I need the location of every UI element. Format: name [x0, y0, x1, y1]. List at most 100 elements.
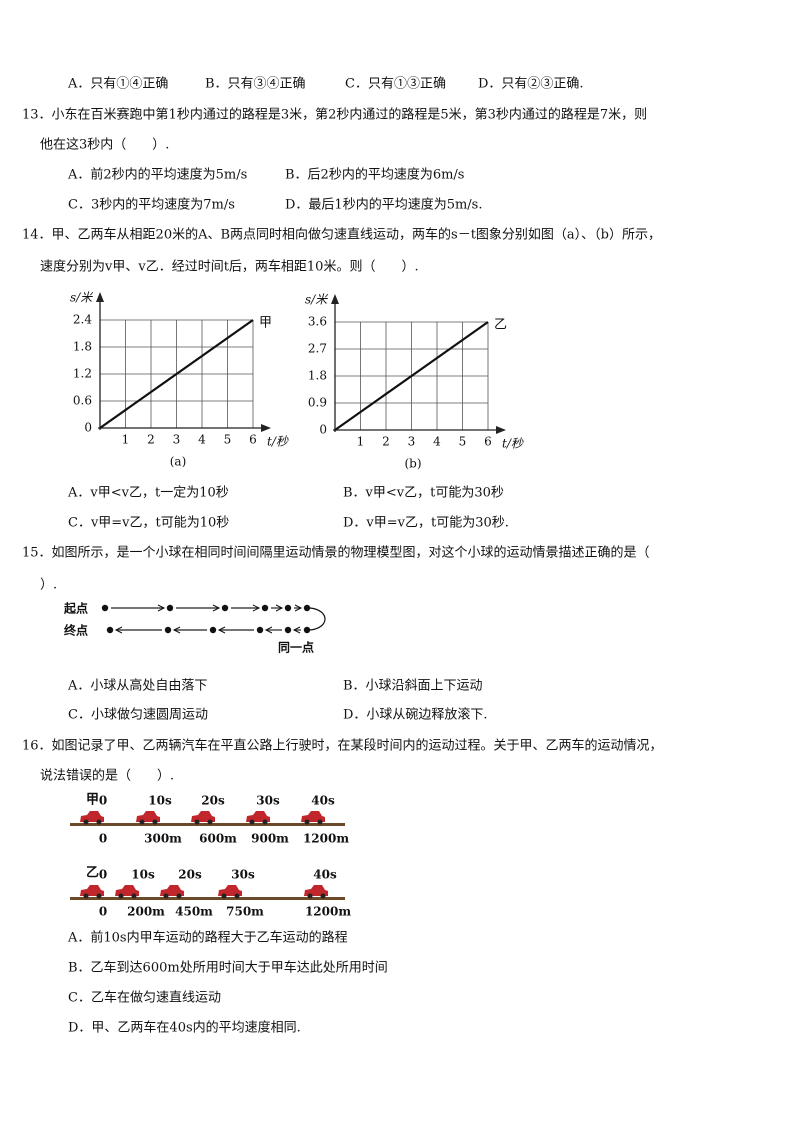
- x-tick-label: 5: [459, 435, 467, 449]
- arrow: [275, 604, 284, 612]
- wheel: [152, 819, 158, 825]
- x-tick-label: 6: [484, 435, 492, 449]
- wheel: [96, 819, 102, 825]
- distance-label: 900m: [251, 832, 289, 846]
- distance-label: 1200m: [303, 832, 349, 846]
- line: [334, 321, 489, 431]
- wheel: [131, 893, 137, 899]
- y-tick-label: 1.8: [308, 369, 327, 383]
- series-label: 乙: [494, 318, 507, 333]
- question-stem: 15．如图所示，是一个小球在相同时间间隔里运动情景的物理模型图，对这个小球的运动…: [22, 545, 650, 561]
- ball: [164, 626, 172, 634]
- option: A．只有①④正确: [67, 77, 168, 92]
- wheel: [194, 819, 200, 825]
- figure-caption: (a): [170, 455, 187, 469]
- y-tick-label: 1.8: [73, 340, 92, 354]
- option: A．前2秒内的平均速度为5m/s: [67, 167, 247, 183]
- option: B．只有③④正确: [205, 77, 306, 92]
- wheel: [139, 819, 145, 825]
- y-tick-label: 2.4: [73, 313, 92, 327]
- question-stem: 13．小东在百米赛跑中第1秒内通过的路程是3米，第2秒内通过的路程是5米，第3秒…: [22, 107, 647, 123]
- option: A．前10s内甲车运动的路程大于乙车运动的路程: [67, 930, 348, 946]
- figure-caption: (b): [404, 457, 421, 471]
- wheel: [83, 893, 89, 899]
- y-tick-label: 0.9: [308, 396, 327, 410]
- ball: [303, 626, 311, 634]
- ball: [166, 604, 174, 612]
- option: C．只有①③正确: [345, 77, 446, 92]
- arrow: [264, 626, 273, 634]
- arrow: [96, 292, 104, 302]
- arrow: [261, 424, 271, 432]
- car: [301, 811, 325, 822]
- option: B．后2秒内的平均速度为6m/s: [285, 167, 464, 183]
- x-tick-label: 3: [408, 435, 416, 449]
- question-stem: 说法错误的是（ ）.: [40, 768, 174, 784]
- arrow: [157, 604, 166, 612]
- question-stem: 他在这3秒内（ ）.: [40, 137, 169, 153]
- x-tick-label: 1: [122, 433, 130, 447]
- option: D．甲、乙两车在40s内的平均速度相同.: [68, 1020, 301, 1036]
- option: B．乙车到达600m处所用时间大于甲车达此处所用时间: [68, 960, 388, 976]
- ball: [256, 626, 264, 634]
- arrow: [294, 604, 303, 612]
- arrow: [212, 604, 221, 612]
- option: A．v甲<v乙，t一定为10秒: [67, 486, 229, 501]
- time-label: 30s: [231, 868, 255, 882]
- distance-label: 0: [99, 905, 107, 919]
- wheel: [234, 893, 240, 899]
- ball: [106, 626, 114, 634]
- y-tick-label: 0.6: [73, 394, 92, 408]
- option: D．v甲=v乙，t可能为30秒.: [343, 516, 509, 531]
- x-tick-label: 2: [147, 433, 155, 447]
- car: [160, 885, 184, 896]
- arrow: [292, 626, 301, 634]
- arrow: [496, 426, 506, 434]
- arrow: [331, 294, 339, 304]
- wheel: [317, 819, 323, 825]
- turn-curve: [309, 607, 326, 631]
- question-stem: 速度分别为v甲、v乙．经过时间t后，两车相距10米。则（ ）.: [40, 259, 419, 275]
- time-label: 40s: [313, 868, 337, 882]
- figure-label: 同一点: [278, 640, 314, 655]
- time-label: 0: [99, 794, 107, 808]
- distance-label: 0: [99, 832, 107, 846]
- option: D．最后1秒内的平均速度为5m/s.: [285, 197, 482, 213]
- road: [70, 897, 345, 900]
- car: [115, 885, 139, 896]
- wheel: [176, 893, 182, 899]
- wheel: [320, 893, 326, 899]
- distance-label: 300m: [144, 832, 182, 846]
- distance-label: 450m: [175, 905, 213, 919]
- figure-label: 甲: [86, 793, 99, 808]
- axis-label: s/米: [70, 291, 94, 305]
- time-label: 40s: [311, 794, 335, 808]
- ball: [303, 604, 311, 612]
- x-tick-label: 1: [357, 435, 365, 449]
- distance-label: 1200m: [305, 905, 351, 919]
- car: [80, 885, 104, 896]
- road: [70, 823, 345, 826]
- axis-label: t/秒: [502, 437, 524, 451]
- option: B．v甲<v乙，t可能为30秒: [343, 486, 504, 501]
- distance-label: 200m: [127, 905, 165, 919]
- time-label: 20s: [178, 868, 202, 882]
- y-tick-label: 3.6: [308, 315, 327, 329]
- line: [99, 319, 254, 429]
- car: [191, 811, 215, 822]
- wheel: [96, 893, 102, 899]
- x-tick-label: 3: [173, 433, 181, 447]
- wheel: [118, 893, 124, 899]
- arrow: [114, 626, 123, 634]
- option: C．3秒内的平均速度为7m/s: [68, 197, 235, 213]
- y-tick-label: 1.2: [73, 367, 92, 381]
- figure-label: 起点: [63, 601, 88, 616]
- arrow: [252, 604, 261, 612]
- x-tick-label: 4: [433, 435, 441, 449]
- option: C．小球做匀速圆周运动: [68, 708, 208, 723]
- time-label: 0: [99, 868, 107, 882]
- distance-label: 600m: [199, 832, 237, 846]
- series-label: 甲: [259, 316, 272, 331]
- time-label: 10s: [131, 868, 155, 882]
- axis-label: t/秒: [267, 435, 289, 449]
